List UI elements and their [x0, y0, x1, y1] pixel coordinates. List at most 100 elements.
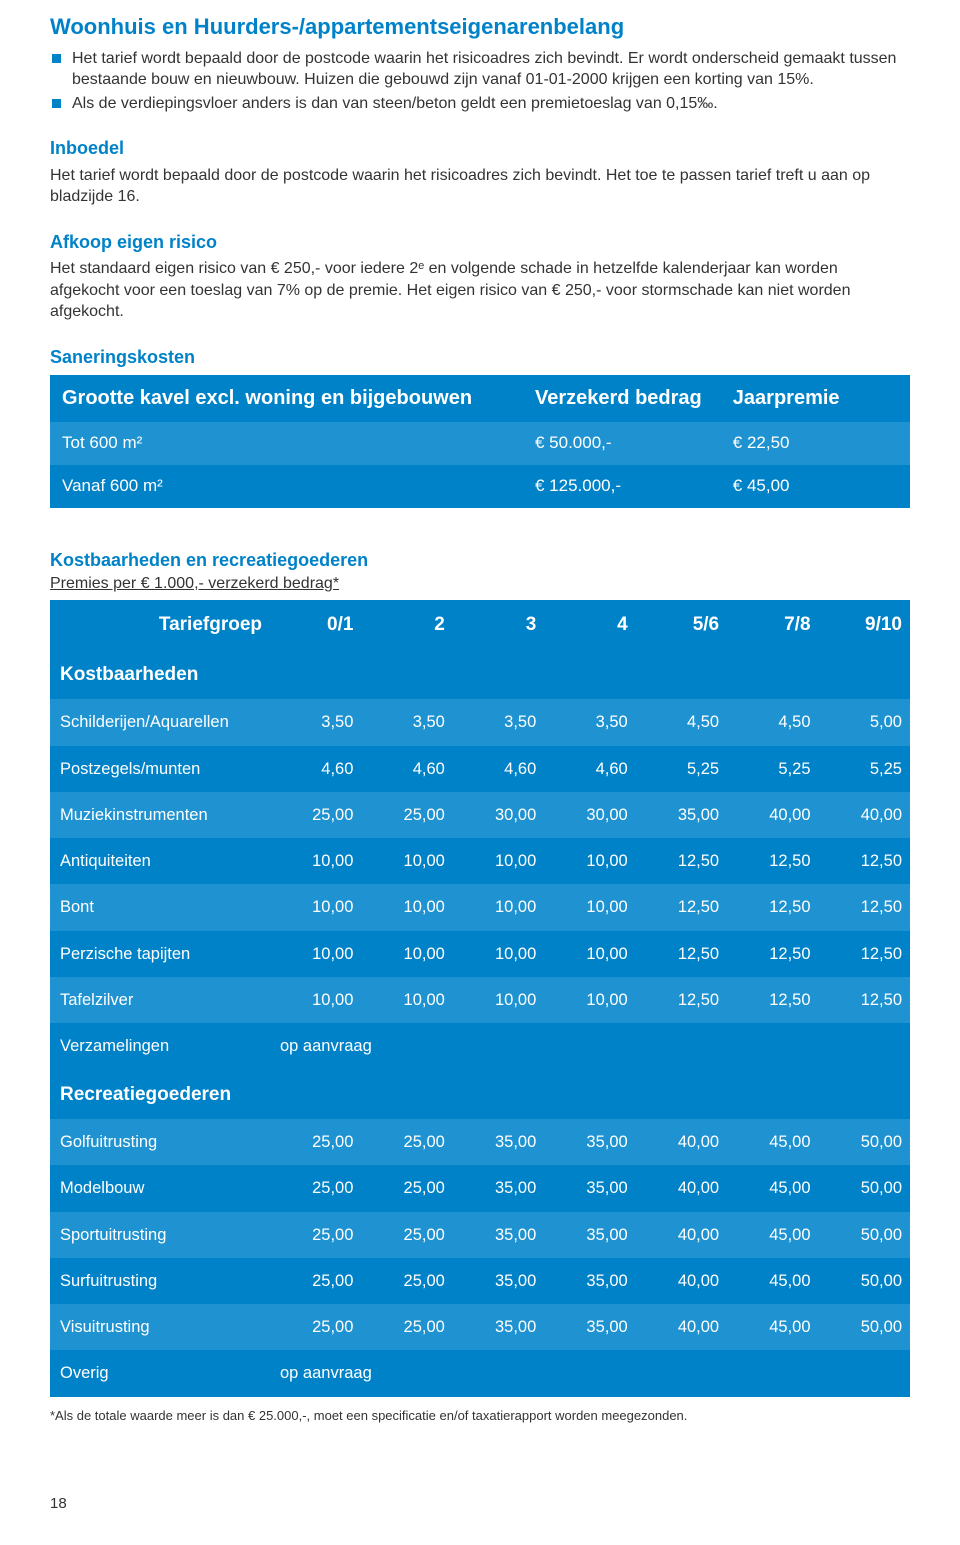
cell-label: Bont: [50, 884, 270, 930]
cell-value: 5,25: [636, 746, 727, 792]
table-header-group: Tariefgroep: [50, 600, 270, 650]
list-item: Als de verdiepingsvloer anders is dan va…: [50, 93, 910, 115]
cell-value: 4,60: [361, 746, 452, 792]
cell-value: 35,00: [453, 1258, 544, 1304]
cell-value: 10,00: [361, 884, 452, 930]
cell-value: 12,50: [636, 931, 727, 977]
cell-label: Schilderijen/Aquarellen: [50, 699, 270, 745]
table-sanering: Grootte kavel excl. woning en bijgebouwe…: [50, 375, 910, 508]
cell-value: 35,00: [544, 1119, 635, 1165]
cell-value: 10,00: [270, 931, 361, 977]
cell-value: 40,00: [727, 792, 818, 838]
cell-value: 12,50: [636, 977, 727, 1023]
cell-value: 50,00: [819, 1212, 910, 1258]
cell-value: 25,00: [361, 1212, 452, 1258]
table-row: Modelbouw25,0025,0035,0035,0040,0045,005…: [50, 1165, 910, 1211]
cell-value: 12,50: [819, 931, 910, 977]
table-header: 5/6: [636, 600, 727, 650]
cell-value: 12,50: [819, 884, 910, 930]
cell-value: 10,00: [453, 838, 544, 884]
table-header: Verzekerd bedrag: [523, 375, 721, 422]
cell-value: 40,00: [636, 1212, 727, 1258]
cell-label: Verzamelingen: [50, 1023, 270, 1069]
cell-value: 10,00: [361, 977, 452, 1023]
cell-value: 45,00: [727, 1212, 818, 1258]
cell-value: 25,00: [361, 1119, 452, 1165]
cell-value: 12,50: [636, 884, 727, 930]
cell-value: 10,00: [544, 931, 635, 977]
cell-label: Sportuitrusting: [50, 1212, 270, 1258]
cell-label: Tafelzilver: [50, 977, 270, 1023]
table-row: Vanaf 600 m² € 125.000,- € 45,00: [50, 465, 910, 508]
cell-amount: € 125.000,-: [523, 465, 721, 508]
cell-value: 10,00: [544, 884, 635, 930]
table-row: Postzegels/munten4,604,604,604,605,255,2…: [50, 746, 910, 792]
cell-label: Surfuitrusting: [50, 1258, 270, 1304]
cell-value: 40,00: [636, 1258, 727, 1304]
table-header: 0/1: [270, 600, 361, 650]
cell-op-aanvraag: op aanvraag: [270, 1023, 910, 1069]
cell-op-aanvraag: op aanvraag: [270, 1350, 910, 1396]
cell-value: 5,00: [819, 699, 910, 745]
table-row: Bont10,0010,0010,0010,0012,5012,5012,50: [50, 884, 910, 930]
cell-value: 10,00: [270, 838, 361, 884]
cell-label: Modelbouw: [50, 1165, 270, 1211]
cell-value: 4,60: [270, 746, 361, 792]
cell-value: 25,00: [361, 1304, 452, 1350]
cell-value: 12,50: [727, 838, 818, 884]
table-header: 7/8: [727, 600, 818, 650]
cell-value: 12,50: [819, 838, 910, 884]
cell-value: 35,00: [544, 1258, 635, 1304]
cell-value: 40,00: [636, 1165, 727, 1211]
cell-label: Postzegels/munten: [50, 746, 270, 792]
table-header: 3: [453, 600, 544, 650]
cell-value: 10,00: [270, 977, 361, 1023]
list-item: Het tarief wordt bepaald door de postcod…: [50, 48, 910, 91]
cell-value: 35,00: [453, 1212, 544, 1258]
cell-value: 12,50: [727, 884, 818, 930]
cell-value: 3,50: [270, 699, 361, 745]
cell-label: Golfuitrusting: [50, 1119, 270, 1165]
table-header: 2: [361, 600, 452, 650]
cell-value: 10,00: [361, 931, 452, 977]
table-row: Overigop aanvraag: [50, 1350, 910, 1396]
table-header: Jaarpremie: [721, 375, 910, 422]
cell-value: 35,00: [544, 1212, 635, 1258]
cell-value: 12,50: [727, 931, 818, 977]
cell-value: 5,25: [727, 746, 818, 792]
table-header: 9/10: [819, 600, 910, 650]
table-row: Antiquiteiten10,0010,0010,0010,0012,5012…: [50, 838, 910, 884]
cell-value: 25,00: [270, 1165, 361, 1211]
cell-value: 50,00: [819, 1119, 910, 1165]
table-row: Visuitrusting25,0025,0035,0035,0040,0045…: [50, 1304, 910, 1350]
bullet-list-woonhuis: Het tarief wordt bepaald door de postcod…: [50, 48, 910, 115]
paragraph-afkoop: Het standaard eigen risico van € 250,- v…: [50, 258, 910, 323]
cell-value: 10,00: [361, 838, 452, 884]
section-label-kostbaarheden: Kostbaarheden: [50, 650, 910, 700]
section-title-sanering: Saneringskosten: [50, 345, 910, 369]
cell-value: 45,00: [727, 1165, 818, 1211]
paragraph-inboedel: Het tarief wordt bepaald door de postcod…: [50, 165, 910, 208]
page-number: 18: [50, 1494, 910, 1514]
section-title-kostbaar: Kostbaarheden en recreatiegoederen: [50, 548, 910, 572]
table-header: Grootte kavel excl. woning en bijgebouwe…: [50, 375, 523, 422]
cell-label: Tot 600 m²: [50, 422, 523, 465]
cell-value: 3,50: [453, 699, 544, 745]
cell-label: Antiquiteiten: [50, 838, 270, 884]
cell-value: 10,00: [544, 838, 635, 884]
cell-value: 30,00: [544, 792, 635, 838]
cell-value: 25,00: [361, 1165, 452, 1211]
cell-value: 50,00: [819, 1258, 910, 1304]
cell-value: 10,00: [453, 931, 544, 977]
cell-value: 10,00: [270, 884, 361, 930]
cell-value: 10,00: [453, 977, 544, 1023]
table-row: Tot 600 m² € 50.000,- € 22,50: [50, 422, 910, 465]
cell-label: Overig: [50, 1350, 270, 1396]
cell-value: 12,50: [636, 838, 727, 884]
cell-value: 5,25: [819, 746, 910, 792]
section-title-woonhuis: Woonhuis en Huurders-/appartementseigena…: [50, 12, 910, 42]
cell-value: 12,50: [819, 977, 910, 1023]
cell-label: Visuitrusting: [50, 1304, 270, 1350]
cell-value: 50,00: [819, 1165, 910, 1211]
table-row: Golfuitrusting25,0025,0035,0035,0040,004…: [50, 1119, 910, 1165]
